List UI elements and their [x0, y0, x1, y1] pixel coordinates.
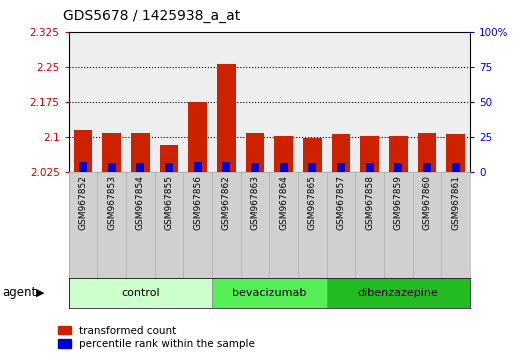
- Bar: [337, 163, 345, 172]
- Bar: [194, 162, 202, 172]
- Text: bevacizumab: bevacizumab: [232, 288, 306, 298]
- Bar: [159, 145, 178, 172]
- Text: GSM967853: GSM967853: [107, 175, 116, 230]
- Text: GSM967854: GSM967854: [136, 175, 145, 230]
- Bar: [389, 136, 408, 172]
- Bar: [69, 278, 212, 308]
- Bar: [108, 163, 116, 172]
- Text: GSM967857: GSM967857: [336, 175, 345, 230]
- Text: GSM967852: GSM967852: [79, 175, 88, 230]
- Bar: [360, 136, 379, 172]
- Bar: [165, 163, 173, 172]
- Bar: [188, 102, 207, 172]
- Text: GSM967856: GSM967856: [193, 175, 202, 230]
- Bar: [303, 138, 322, 172]
- Bar: [446, 135, 465, 172]
- Text: GSM967855: GSM967855: [164, 175, 174, 230]
- Bar: [418, 133, 436, 172]
- Text: dibenzazepine: dibenzazepine: [358, 288, 439, 298]
- Bar: [423, 163, 431, 172]
- Bar: [131, 133, 149, 172]
- Bar: [79, 162, 87, 172]
- Bar: [222, 162, 230, 172]
- Text: GDS5678 / 1425938_a_at: GDS5678 / 1425938_a_at: [63, 9, 241, 23]
- Bar: [102, 133, 121, 172]
- Bar: [332, 135, 350, 172]
- Bar: [394, 163, 402, 172]
- Bar: [246, 133, 265, 172]
- Bar: [366, 163, 373, 172]
- Bar: [136, 163, 144, 172]
- Text: GSM967865: GSM967865: [308, 175, 317, 230]
- Text: ▶: ▶: [36, 288, 44, 298]
- Bar: [451, 163, 459, 172]
- Text: control: control: [121, 288, 159, 298]
- Bar: [275, 136, 293, 172]
- Bar: [212, 278, 327, 308]
- Text: GSM967864: GSM967864: [279, 175, 288, 230]
- Text: GSM967863: GSM967863: [250, 175, 259, 230]
- Text: agent: agent: [3, 286, 37, 299]
- Bar: [217, 64, 235, 172]
- Text: GSM967859: GSM967859: [394, 175, 403, 230]
- Bar: [327, 278, 470, 308]
- Text: GSM967862: GSM967862: [222, 175, 231, 230]
- Text: GSM967858: GSM967858: [365, 175, 374, 230]
- Bar: [74, 130, 92, 172]
- Text: GSM967861: GSM967861: [451, 175, 460, 230]
- Legend: transformed count, percentile rank within the sample: transformed count, percentile rank withi…: [58, 326, 254, 349]
- Bar: [251, 163, 259, 172]
- Text: GSM967860: GSM967860: [422, 175, 431, 230]
- Bar: [280, 163, 288, 172]
- Bar: [308, 163, 316, 172]
